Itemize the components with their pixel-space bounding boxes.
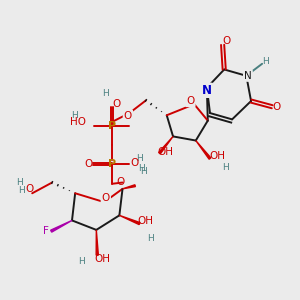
Text: N: N	[202, 84, 212, 97]
Polygon shape	[196, 140, 211, 159]
Text: H: H	[138, 164, 145, 172]
Text: OH: OH	[137, 216, 153, 226]
Text: O: O	[186, 96, 194, 106]
Text: P: P	[108, 159, 116, 169]
Polygon shape	[96, 230, 98, 255]
Text: P: P	[108, 121, 116, 131]
Text: H: H	[71, 111, 78, 120]
Text: N: N	[244, 71, 252, 81]
Polygon shape	[51, 220, 72, 232]
Polygon shape	[122, 185, 135, 189]
Polygon shape	[119, 215, 140, 225]
Text: H: H	[78, 257, 85, 266]
Text: H: H	[136, 154, 143, 163]
Polygon shape	[159, 136, 173, 154]
Text: H: H	[18, 186, 25, 195]
Text: H: H	[147, 234, 153, 243]
Text: O: O	[102, 193, 110, 203]
Text: H: H	[262, 57, 269, 66]
Text: OH: OH	[157, 147, 173, 157]
Text: H: H	[102, 89, 109, 98]
Text: O: O	[124, 111, 132, 121]
Text: H: H	[16, 178, 23, 187]
Text: O: O	[273, 102, 281, 112]
Text: O: O	[26, 184, 34, 194]
Text: O: O	[222, 36, 230, 46]
Text: F: F	[43, 226, 48, 236]
Text: H: H	[222, 163, 229, 172]
Text: O: O	[116, 177, 124, 187]
Text: O: O	[130, 158, 138, 168]
Text: HO: HO	[70, 117, 86, 127]
Text: O: O	[84, 159, 92, 169]
Text: H: H	[140, 167, 147, 176]
Text: O: O	[113, 99, 121, 109]
Text: OH: OH	[94, 254, 110, 264]
Text: OH: OH	[209, 151, 225, 161]
